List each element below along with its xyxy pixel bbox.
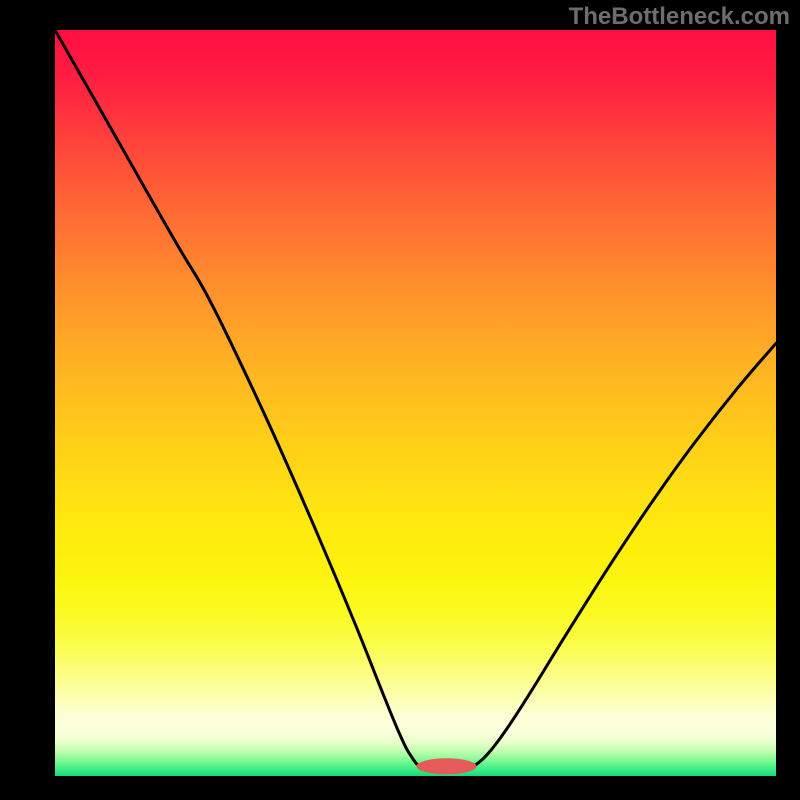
plot-area [55, 30, 776, 776]
chart-stage: TheBottleneck.com [0, 0, 800, 800]
optimal-marker [417, 758, 477, 774]
bottleneck-chart-svg: TheBottleneck.com [0, 0, 800, 800]
watermark-text: TheBottleneck.com [569, 3, 790, 30]
